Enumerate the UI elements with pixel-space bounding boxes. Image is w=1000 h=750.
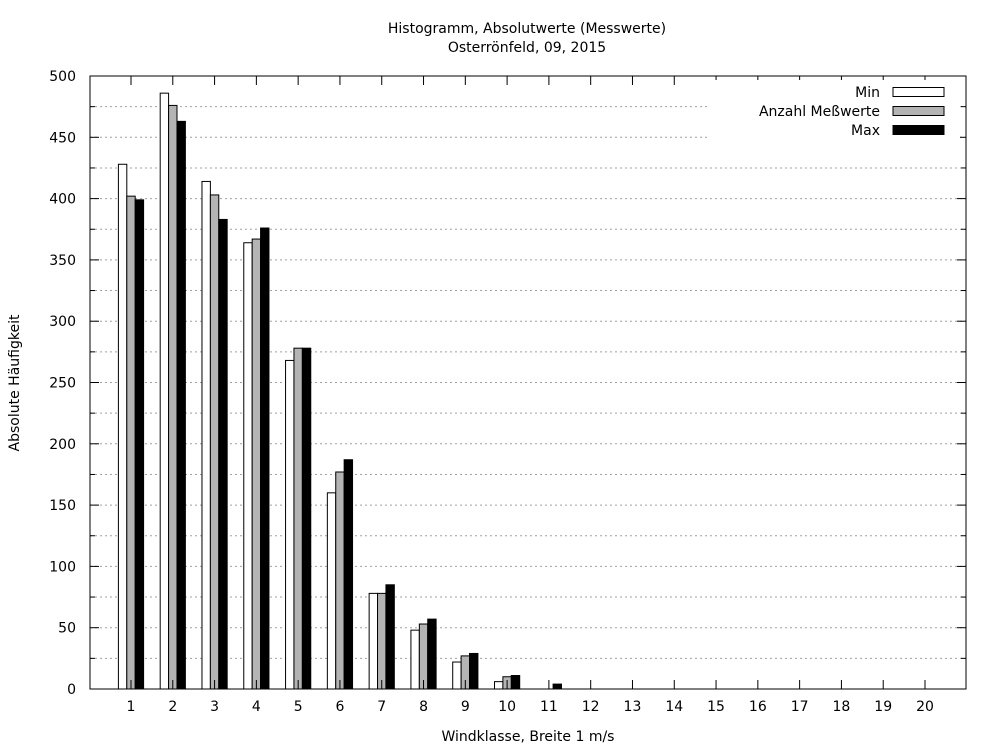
x-tick-label: 4 <box>252 699 261 715</box>
bar-max-2 <box>176 120 186 690</box>
x-tick-label: 5 <box>294 699 303 715</box>
x-tick-label: 2 <box>168 699 177 715</box>
x-tick-label: 6 <box>335 699 344 715</box>
x-axis: 1 2 3 4 5 6 7 8 9 10 11 12 13 14 15 16 17 18 19 20 <box>127 76 934 715</box>
bar-max-4 <box>260 227 270 690</box>
y-tick-label: 500 <box>49 69 76 85</box>
bar-anzahl-me-werte-5 <box>293 347 303 690</box>
x-tick-label: 19 <box>874 699 892 715</box>
legend-swatch-anzahl-me-werte <box>892 106 945 116</box>
x-tick-label: 7 <box>377 699 386 715</box>
bar-min-3 <box>201 180 211 690</box>
y-tick-label: 200 <box>49 437 76 453</box>
bar-max-8 <box>427 618 437 690</box>
x-tick-label: 9 <box>461 699 470 715</box>
y-tick-label: 100 <box>49 559 76 575</box>
y-tick-label: 300 <box>49 314 76 330</box>
x-tick-label: 15 <box>707 699 725 715</box>
x-tick-label: 10 <box>498 699 516 715</box>
y-tick-label: 350 <box>49 253 76 269</box>
bar-max-10 <box>510 675 521 690</box>
y-tick-label: 0 <box>67 682 76 698</box>
legend-label-min: Min <box>855 85 880 101</box>
x-axis-label: Windklasse, Breite 1 m/s <box>442 729 615 745</box>
bar-min-8 <box>410 629 420 690</box>
legend-swatch-min <box>892 87 945 97</box>
bar-min-2 <box>159 92 170 690</box>
x-tick-label: 17 <box>791 699 809 715</box>
legend-label-anzahl-me-werte: Anzahl Meßwerte <box>759 104 880 120</box>
x-tick-label: 3 <box>210 699 219 715</box>
bar-min-5 <box>285 359 295 690</box>
bar-max-6 <box>343 459 354 690</box>
x-tick-label: 1 <box>127 699 136 715</box>
bar-min-4 <box>243 242 253 690</box>
bar-anzahl-me-werte-7 <box>377 592 387 690</box>
y-tick-label: 450 <box>49 130 76 146</box>
chart-subtitle: Osterrönfeld, 09, 2015 <box>448 40 606 56</box>
y-tick-label: 150 <box>49 498 76 514</box>
plot-frame <box>89 75 967 690</box>
bar-anzahl-me-werte-2 <box>168 104 178 690</box>
legend: Min Anzahl Meßwerte Max <box>708 80 960 139</box>
bar-max-11 <box>552 683 562 690</box>
bar-min-10 <box>494 681 504 690</box>
x-tick-label: 12 <box>582 699 600 715</box>
bar-max-3 <box>218 218 228 690</box>
x-tick-label: 8 <box>419 699 428 715</box>
bar-min-9 <box>452 661 462 690</box>
bar-anzahl-me-werte-6 <box>335 471 345 690</box>
y-axis-label: Absolute Häufigkeit <box>7 314 23 451</box>
bar-anzahl-me-werte-3 <box>209 194 220 690</box>
y-tick-label: 400 <box>49 192 76 208</box>
x-tick-label: 11 <box>540 699 558 715</box>
bar-min-6 <box>326 492 337 690</box>
bar-min-1 <box>117 163 128 690</box>
y-tick-label: 250 <box>49 376 76 392</box>
x-tick-label: 20 <box>916 699 934 715</box>
bars <box>117 92 562 690</box>
legend-swatch-max <box>892 125 945 135</box>
bar-anzahl-me-werte-8 <box>418 623 429 690</box>
bar-anzahl-me-werte-4 <box>251 238 262 690</box>
x-tick-label: 13 <box>624 699 642 715</box>
y-axis: 0 50 100 150 200 250 300 350 400 450 500 <box>49 69 966 698</box>
bar-max-9 <box>469 652 479 690</box>
x-tick-label: 18 <box>833 699 851 715</box>
bar-min-7 <box>368 592 379 690</box>
chart-title: Histogramm, Absolutwerte (Messwerte) <box>388 21 666 37</box>
x-tick-label: 14 <box>665 699 683 715</box>
bar-max-1 <box>134 199 145 690</box>
y-tick-label: 50 <box>58 621 76 637</box>
legend-label-max: Max <box>851 123 880 139</box>
bar-max-7 <box>385 584 395 690</box>
bar-max-5 <box>301 347 312 690</box>
bar-anzahl-me-werte-1 <box>126 195 136 690</box>
x-tick-label: 16 <box>749 699 767 715</box>
